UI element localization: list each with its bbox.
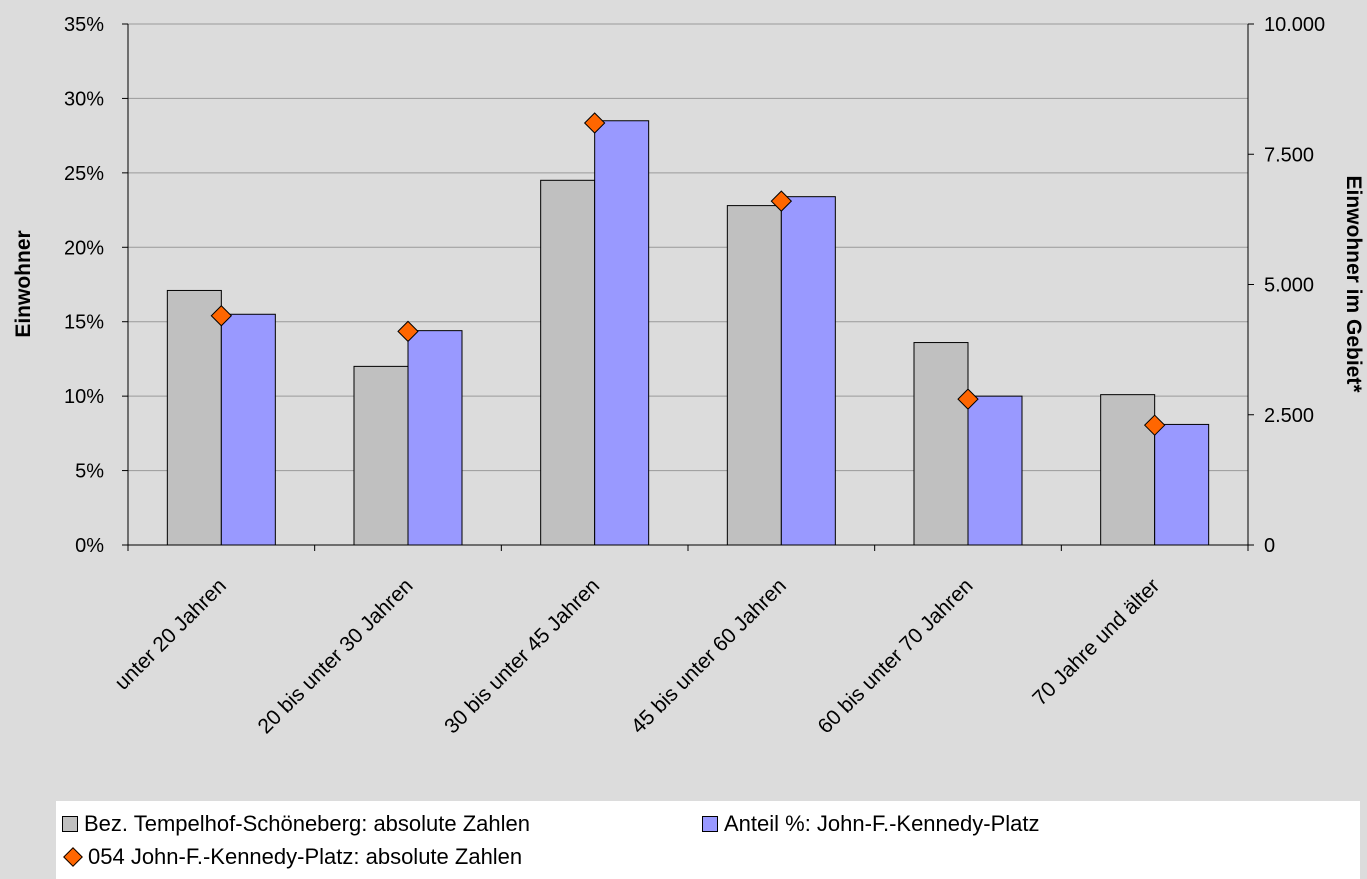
- gridlines: [128, 23, 1248, 472]
- data-marker: [957, 388, 979, 410]
- legend-label-3: 054 John-F.-Kennedy-Platz: absolute Zahl…: [88, 844, 523, 869]
- legend-item-series-1: Bez. Tempelhof-Schöneberg: absolute Zahl…: [62, 811, 530, 837]
- data-marker: [1143, 414, 1166, 436]
- data-marker: [770, 190, 793, 212]
- legend-label-1: Bez. Tempelhof-Schöneberg: absolute Zahl…: [84, 811, 530, 836]
- bar-series-2: [407, 330, 463, 546]
- y2-tick-label: 5.000: [1264, 275, 1314, 297]
- chart: 0% 5% 10% 15% 20% 25% 30% 35% 0 2.500 5.000 7.500 10…: [12, 14, 1365, 738]
- bar-series-2: [1154, 423, 1210, 546]
- y-tick-label: 0%: [75, 535, 104, 557]
- category-label: 45 bis unter 60 Jahren: [627, 574, 791, 738]
- legend-swatch-gray: [62, 816, 78, 832]
- data-marker: [397, 320, 419, 343]
- legend-diamond-icon: [63, 847, 83, 867]
- legend: Bez. Tempelhof-Schöneberg: absolute Zahl…: [56, 801, 1360, 879]
- y-tick-label: 30%: [64, 88, 104, 110]
- data-marker: [583, 112, 606, 134]
- category-label: 60 bis unter 70 Jahren: [813, 574, 977, 738]
- bar-series-1: [166, 289, 222, 546]
- y2-tick-label: 2.500: [1264, 405, 1314, 427]
- bar-series-2: [780, 196, 836, 546]
- data-marker: [210, 305, 233, 327]
- bar-series-2: [594, 120, 650, 546]
- y-tick-label: 10%: [64, 386, 104, 408]
- legend-swatch-blue: [702, 816, 718, 832]
- bar-series-1: [353, 365, 409, 546]
- category-label: 30 bis unter 45 Jahren: [440, 574, 604, 738]
- bar-series-2: [220, 313, 276, 546]
- y-tick-label: 15%: [64, 312, 104, 334]
- bar-series-1: [1100, 394, 1156, 546]
- legend-item-series-2: Anteil %: John-F.-Kennedy-Platz: [702, 811, 1040, 837]
- y-tick-label: 5%: [75, 461, 104, 483]
- y2-tick-label: 10.000: [1264, 14, 1325, 36]
- category-label: 70 Jahre und älter: [1028, 574, 1164, 710]
- tick-labels: 0% 5% 10% 15% 20% 25% 30% 35% 0 2.500 5.000 7.500 10…: [64, 14, 1325, 557]
- category-label: unter 20 Jahren: [111, 574, 231, 694]
- bar-series-2: [967, 395, 1023, 546]
- y-axis-title: Einwohner: [12, 230, 35, 337]
- markers: [210, 112, 1166, 436]
- bar-series-1: [726, 205, 782, 546]
- axes: [122, 23, 1254, 551]
- y-tick-label: 35%: [64, 14, 104, 36]
- y2-axis-title: Einwohner im Gebiet*: [1342, 175, 1365, 393]
- category-label: 20 bis unter 30 Jahren: [253, 574, 417, 738]
- bar-series-1: [913, 342, 969, 546]
- y2-tick-label: 7.500: [1264, 144, 1314, 166]
- legend-label-2: Anteil %: John-F.-Kennedy-Platz: [724, 811, 1040, 836]
- y-tick-label: 25%: [64, 163, 104, 185]
- y-tick-label: 20%: [64, 237, 104, 259]
- legend-item-series-3: 054 John-F.-Kennedy-Platz: absolute Zahl…: [62, 844, 522, 870]
- bar-series-1: [540, 179, 596, 546]
- category-labels: unter 20 Jahren 20 bis unter 30 Jahren 30 …: [111, 574, 1165, 738]
- y2-tick-label: 0: [1264, 535, 1275, 557]
- bars: [166, 120, 1210, 546]
